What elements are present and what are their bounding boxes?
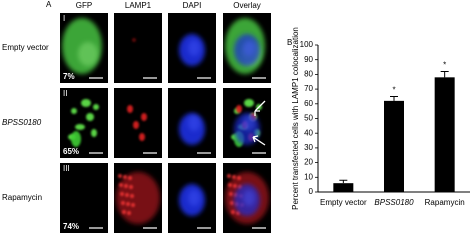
- row-label: BPSS0180: [2, 118, 42, 127]
- column-header: LAMP1: [125, 1, 152, 10]
- percent-label: 7%: [63, 72, 75, 81]
- significance-mark: *: [392, 86, 395, 95]
- y-tick-label: 20: [304, 158, 313, 167]
- row-label: Empty vector: [2, 43, 49, 52]
- y-tick-label: 60: [304, 99, 313, 108]
- y-tick-label: 80: [304, 70, 313, 79]
- panel-label: A: [46, 0, 52, 9]
- y-axis-label: Percent transfected cells with LAMP1 col…: [291, 27, 300, 210]
- column-header: GFP: [76, 1, 92, 10]
- micrographs: A GFP LAMP1 DAPI Overlay Empty vector I 7% BPSS0…: [2, 0, 271, 233]
- column-header: Overlay: [233, 1, 261, 10]
- y-tick-label: 90: [304, 55, 313, 64]
- micrograph: [223, 13, 271, 83]
- micrograph: [60, 163, 108, 233]
- significance-mark: *: [443, 61, 446, 70]
- error-bar: [339, 179, 348, 184]
- panel-numeral: III: [63, 164, 70, 173]
- micrograph: [60, 88, 108, 158]
- row-label: Rapamycin: [2, 193, 42, 202]
- bar: [384, 100, 404, 192]
- micrograph: [114, 163, 162, 233]
- percent-label: 74%: [63, 222, 79, 231]
- panel-label: B: [287, 38, 292, 47]
- y-tick-label: 30: [304, 143, 313, 152]
- micrograph: [114, 13, 162, 83]
- percent-label: 65%: [63, 147, 79, 156]
- y-tick-label: 0: [309, 187, 314, 196]
- x-tick-label: Rapamycin: [425, 198, 465, 207]
- bar: [333, 183, 354, 192]
- y-tick-label: 70: [304, 84, 313, 93]
- y-tick-label: 40: [304, 128, 313, 137]
- x-tick-label: Empty vector: [320, 198, 367, 207]
- panel-numeral: II: [63, 89, 67, 98]
- y-tick-label: 10: [304, 172, 313, 181]
- micrograph: [168, 88, 216, 158]
- micrograph: [168, 163, 216, 233]
- bar: [434, 77, 455, 192]
- error-bar: [440, 70, 449, 78]
- error-bar: [390, 95, 398, 101]
- micrograph: [60, 13, 108, 83]
- micrograph: [223, 163, 271, 233]
- micrograph: [114, 88, 162, 158]
- micrograph: [223, 88, 271, 158]
- column-header: DAPI: [183, 1, 202, 10]
- y-tick-label: 100: [300, 40, 314, 49]
- panel-numeral: I: [63, 14, 65, 23]
- x-tick-label: BPSS0180: [374, 198, 414, 207]
- micrograph: [168, 13, 216, 83]
- y-tick-label: 50: [304, 114, 313, 123]
